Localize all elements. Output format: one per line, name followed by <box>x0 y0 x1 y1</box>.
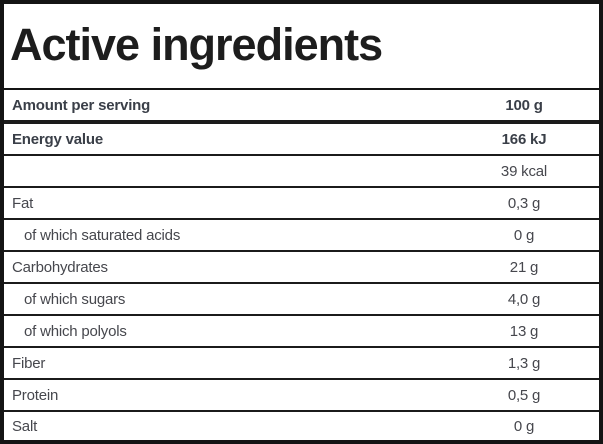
table-row: Energy value 166 kJ <box>4 124 599 156</box>
row-label: Protein <box>12 386 59 404</box>
row-label: of which sugars <box>24 290 126 308</box>
row-value: 13 g <box>509 322 539 340</box>
table-row: 39 kcal <box>4 156 599 188</box>
row-value: 0,3 g <box>507 194 541 212</box>
row-value: 0 g <box>513 226 535 244</box>
table-row: Salt 0 g <box>4 412 599 440</box>
page-title: Active ingredients <box>10 18 383 70</box>
table-row: of which polyols 13 g <box>4 316 599 348</box>
row-value: 166 kJ <box>501 130 547 148</box>
row-label: of which polyols <box>24 322 127 340</box>
row-label: Carbohydrates <box>12 258 108 276</box>
row-label: of which saturated acids <box>24 226 181 244</box>
table-row: Fat 0,3 g <box>4 188 599 220</box>
table-row: Protein 0,5 g <box>4 380 599 412</box>
row-label: Amount per serving <box>12 96 151 114</box>
table-row: Carbohydrates 21 g <box>4 252 599 284</box>
table-row: Fiber 1,3 g <box>4 348 599 380</box>
row-value: 0 g <box>513 417 535 435</box>
row-value: 1,3 g <box>507 354 541 372</box>
row-value: 39 kcal <box>500 162 548 180</box>
row-value: 0,5 g <box>507 386 541 404</box>
row-label: Salt <box>12 417 38 435</box>
table-row: of which sugars 4,0 g <box>4 284 599 316</box>
row-label: Energy value <box>12 130 103 148</box>
table-row: of which saturated acids 0 g <box>4 220 599 252</box>
table-row: Amount per serving 100 g <box>4 90 599 124</box>
row-value: 4,0 g <box>507 290 541 308</box>
table-body: Amount per serving 100 g Energy value 166 k… <box>4 90 599 440</box>
row-label: Fat <box>12 194 34 212</box>
row-value: 21 g <box>509 258 539 276</box>
row-value: 100 g <box>505 96 543 114</box>
row-label: Fiber <box>12 354 46 372</box>
table-title-box: Active ingredients <box>4 4 599 90</box>
